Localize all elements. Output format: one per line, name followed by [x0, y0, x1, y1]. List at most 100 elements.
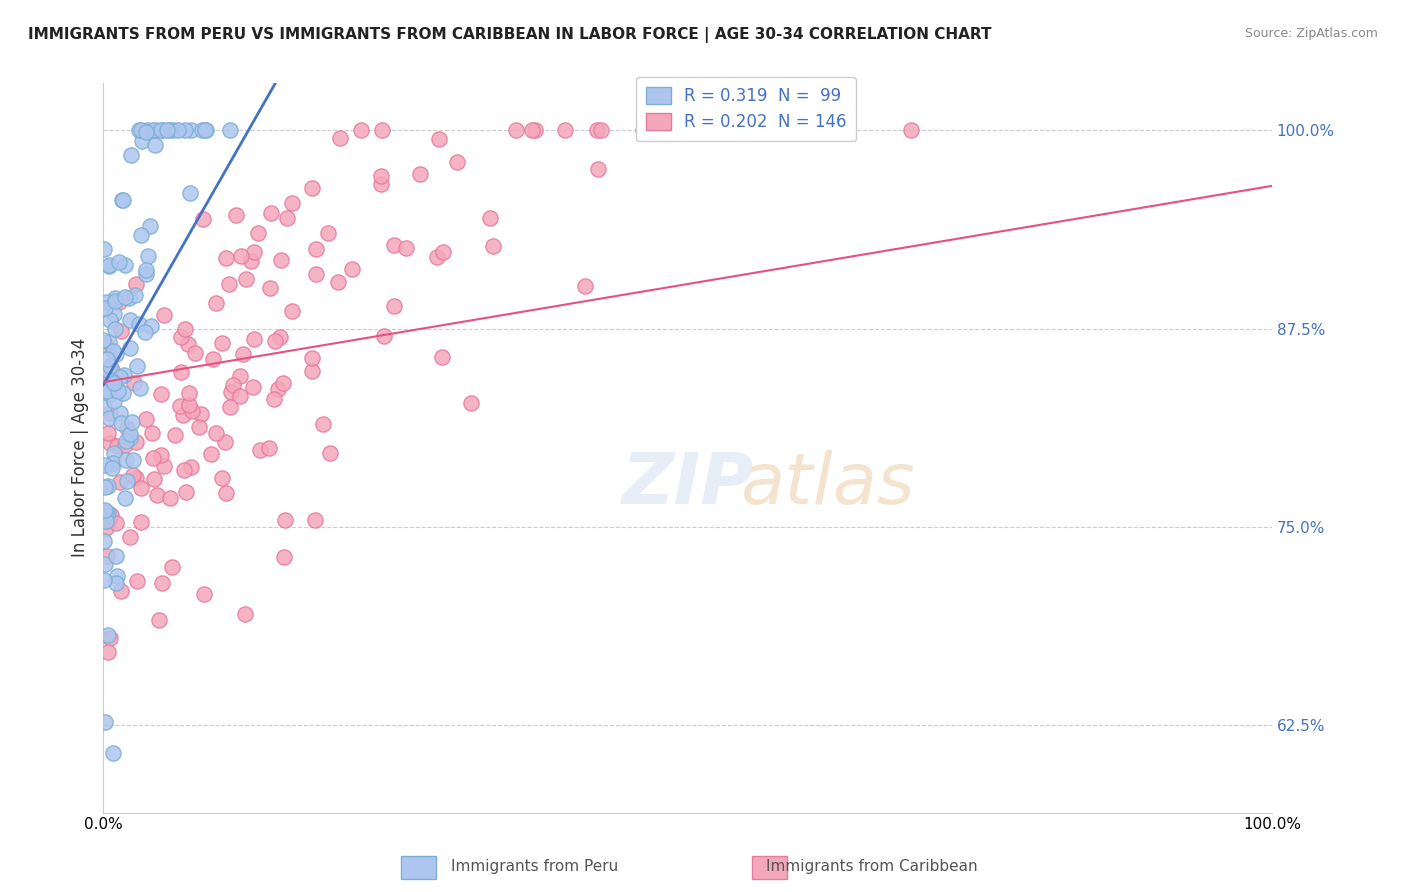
Point — [170, 365, 193, 379]
Point — [139, 219, 162, 233]
Point — [395, 241, 418, 255]
Point — [93, 400, 115, 414]
Point — [97, 507, 120, 521]
Point — [103, 307, 125, 321]
Point — [94, 458, 117, 472]
Point — [93, 573, 115, 587]
Point — [215, 486, 238, 500]
Point — [98, 410, 121, 425]
Point — [270, 252, 292, 267]
Point — [114, 438, 136, 452]
Point — [661, 123, 683, 137]
Point — [240, 254, 263, 268]
Point — [264, 334, 287, 348]
Point — [103, 393, 125, 408]
Point — [194, 123, 217, 137]
Point — [153, 308, 176, 322]
Point — [101, 343, 124, 358]
Point — [409, 167, 432, 181]
Point — [340, 261, 363, 276]
Point — [104, 293, 127, 308]
Point — [98, 406, 121, 420]
Point — [111, 193, 134, 207]
Point — [110, 584, 132, 599]
Point — [128, 317, 150, 331]
Point — [319, 445, 342, 459]
Point — [125, 471, 148, 485]
Point — [165, 428, 187, 442]
Point — [118, 291, 141, 305]
Point — [329, 131, 352, 145]
Point — [274, 513, 297, 527]
Point — [96, 549, 118, 563]
Point — [94, 301, 117, 316]
Point — [104, 516, 127, 530]
Point — [166, 123, 188, 137]
Legend: R = 0.319  N =  99, R = 0.202  N = 146: R = 0.319 N = 99, R = 0.202 N = 146 — [636, 77, 856, 141]
Point — [505, 123, 527, 137]
Point — [173, 408, 195, 422]
Point — [101, 460, 124, 475]
Point — [105, 569, 128, 583]
Point — [214, 434, 236, 449]
Point — [142, 472, 165, 486]
Point — [100, 508, 122, 522]
Point — [128, 381, 150, 395]
Point — [211, 470, 233, 484]
Point — [104, 322, 127, 336]
Point — [193, 587, 215, 601]
Point — [211, 336, 233, 351]
Point — [134, 325, 156, 339]
Point — [97, 363, 120, 377]
Point — [177, 386, 200, 401]
Point — [586, 162, 609, 177]
Point — [745, 123, 768, 137]
Point — [218, 277, 240, 291]
Point — [370, 169, 392, 184]
Point — [249, 442, 271, 457]
Point — [143, 123, 166, 137]
Point — [384, 238, 406, 252]
Point — [200, 447, 222, 461]
Point — [96, 479, 118, 493]
Point — [242, 380, 264, 394]
Point — [97, 513, 120, 527]
Point — [170, 329, 193, 343]
Point — [276, 211, 298, 226]
Point — [121, 453, 143, 467]
Point — [124, 376, 146, 391]
Y-axis label: In Labor Force | Age 30-34: In Labor Force | Age 30-34 — [72, 338, 89, 558]
Point — [114, 258, 136, 272]
Point — [432, 244, 454, 259]
Point — [96, 384, 118, 399]
Text: Source: ZipAtlas.com: Source: ZipAtlas.com — [1244, 27, 1378, 40]
Point — [184, 346, 207, 360]
Point — [246, 227, 269, 241]
Point — [118, 313, 141, 327]
Point — [668, 123, 690, 137]
Point — [235, 271, 257, 285]
Point — [688, 123, 710, 137]
Point — [121, 415, 143, 429]
Point — [232, 347, 254, 361]
Point — [124, 287, 146, 301]
Point — [141, 426, 163, 441]
Point — [114, 290, 136, 304]
Point — [94, 504, 117, 518]
Point — [100, 368, 122, 383]
Point — [110, 324, 132, 338]
Point — [131, 481, 153, 495]
Point — [115, 474, 138, 488]
Point — [97, 628, 120, 642]
Point — [554, 123, 576, 137]
Point — [103, 376, 125, 391]
Point — [94, 338, 117, 352]
Point — [108, 255, 131, 269]
Point — [98, 359, 121, 374]
Point — [305, 242, 328, 256]
Point — [204, 425, 226, 440]
Point — [143, 138, 166, 153]
Point — [97, 426, 120, 441]
Point — [301, 181, 323, 195]
Point — [112, 368, 135, 383]
